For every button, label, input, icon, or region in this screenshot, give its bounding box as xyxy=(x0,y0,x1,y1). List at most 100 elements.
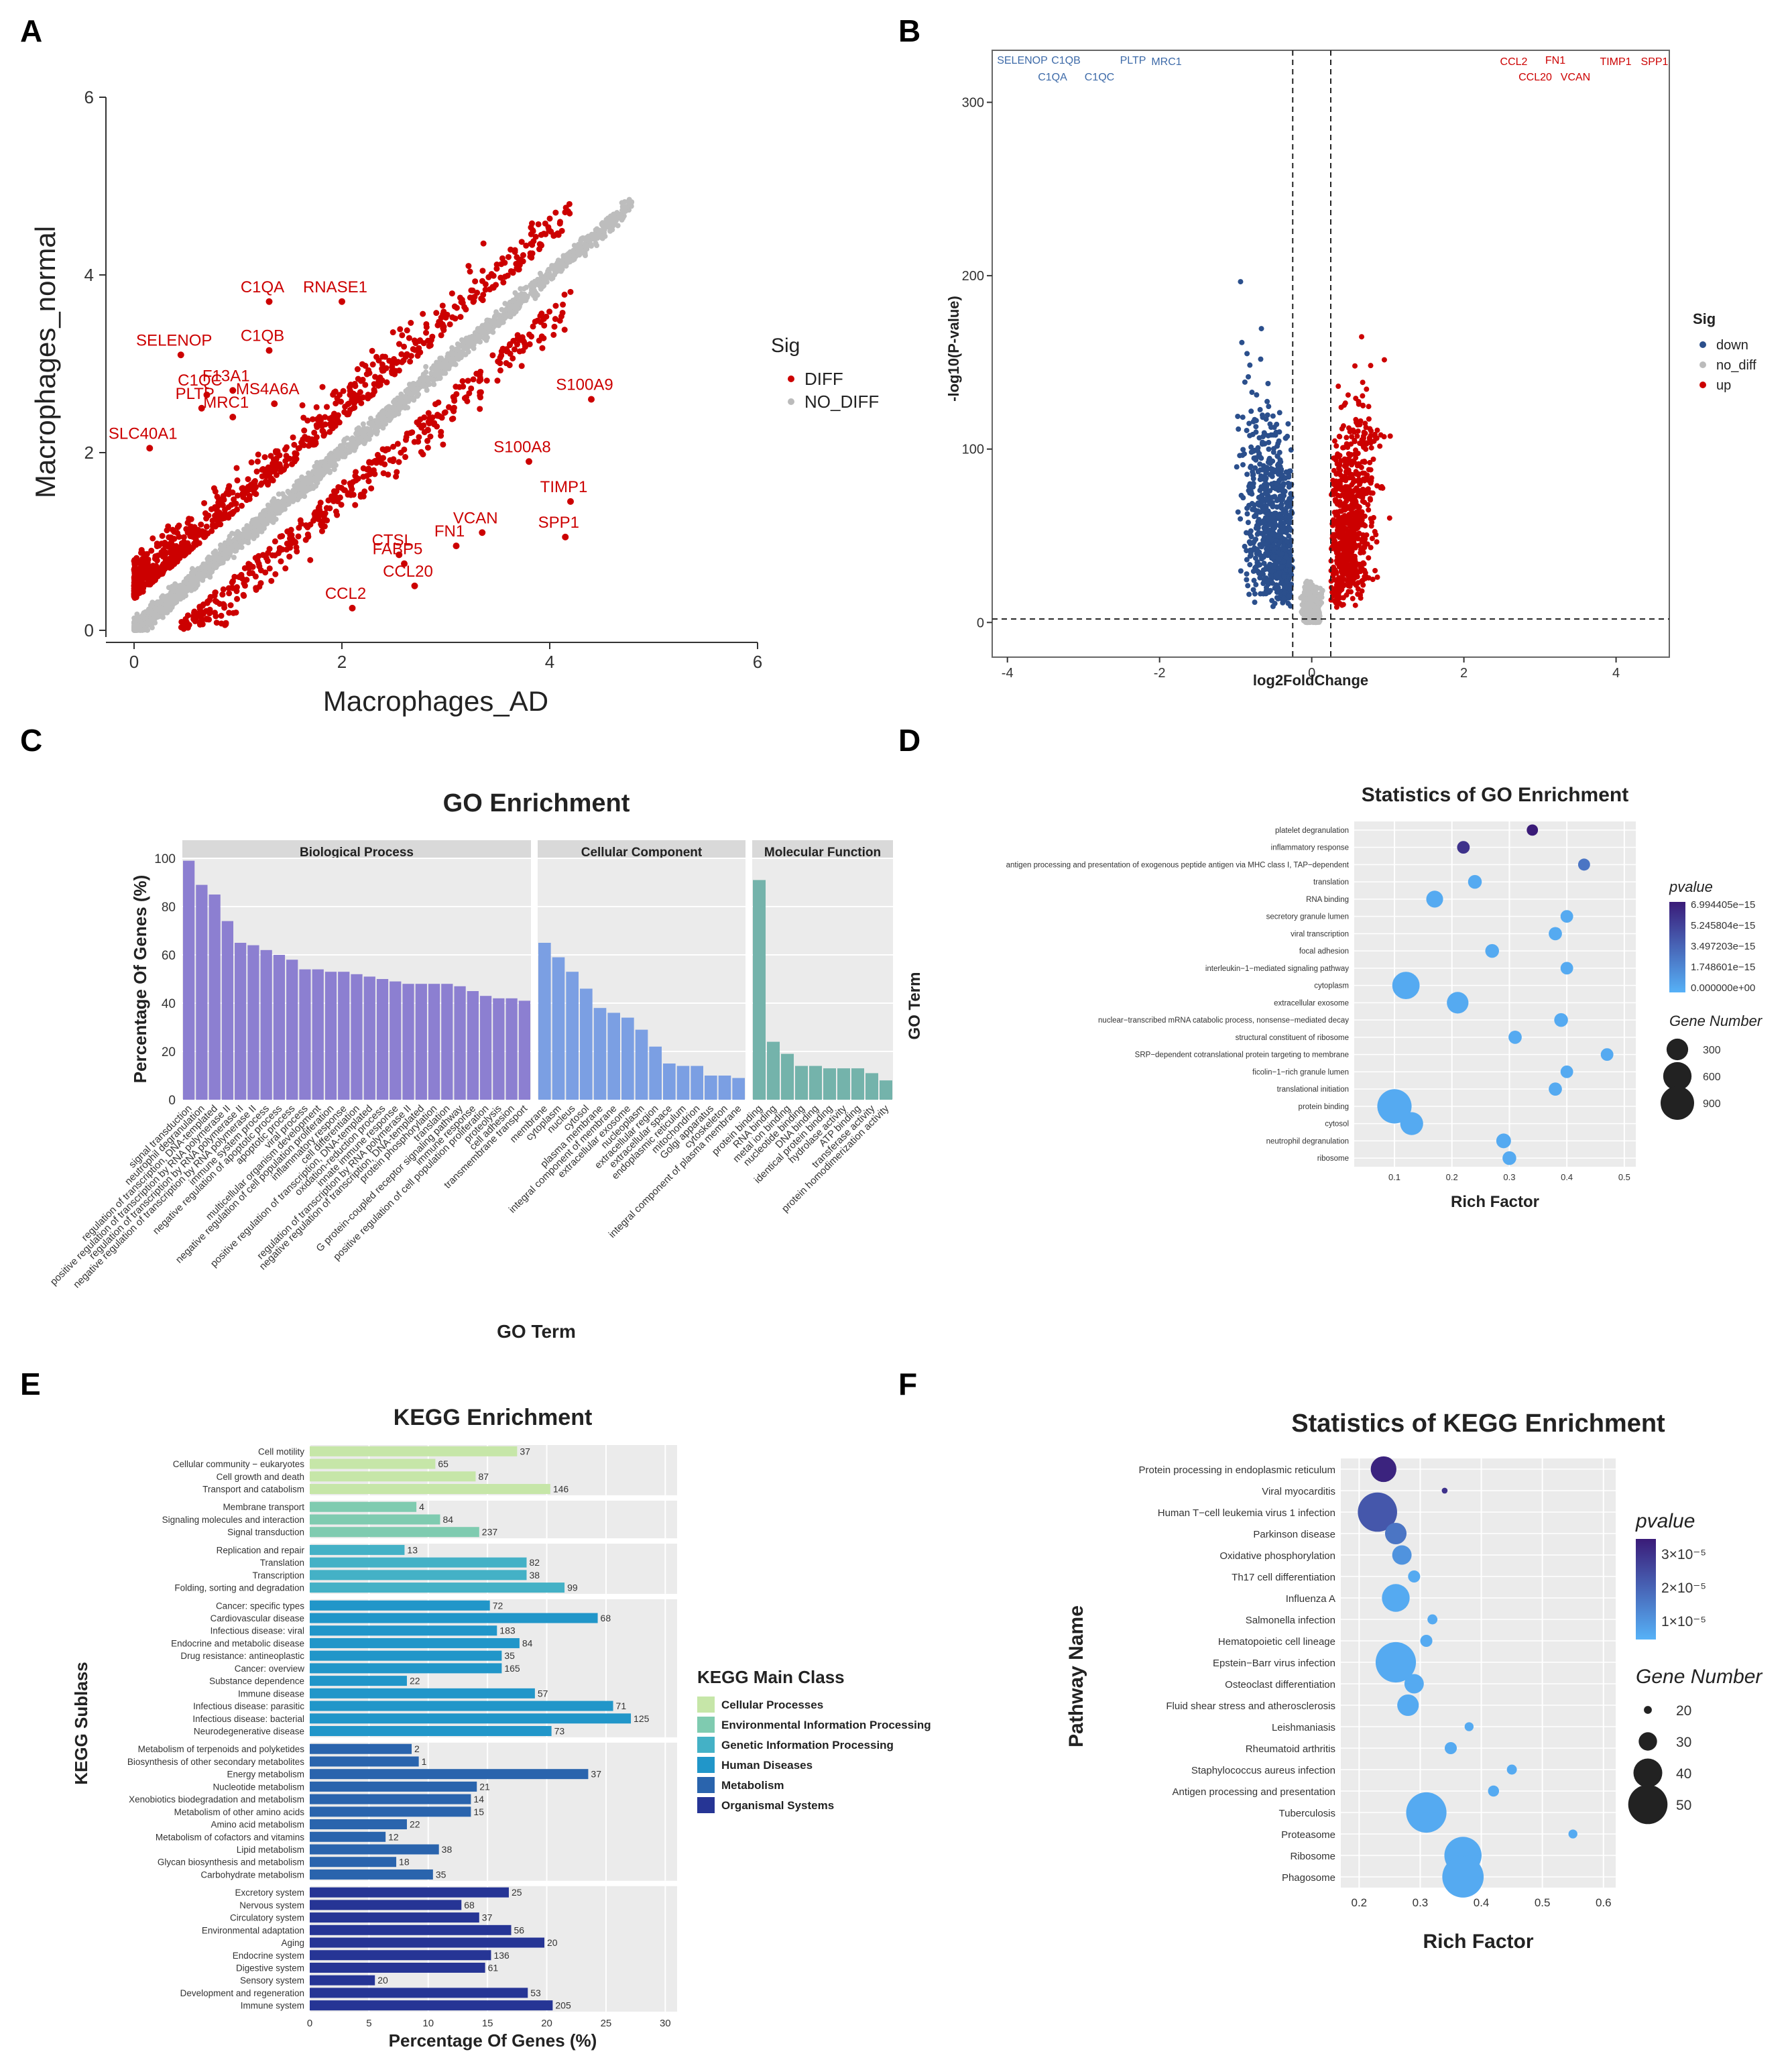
panelB-down-point xyxy=(1248,408,1254,414)
panelA-diff-point xyxy=(200,617,206,623)
panelA-diff-point xyxy=(316,415,322,421)
panelA-nodiff-point xyxy=(334,453,339,458)
panelB-down-point xyxy=(1260,440,1265,445)
panelA-diff-point xyxy=(390,329,396,335)
panelA-diff-point xyxy=(497,360,503,366)
panelA-nodiff-point xyxy=(396,411,401,416)
panelA-diff-point xyxy=(140,568,146,574)
panelA-nodiff-point xyxy=(380,425,385,430)
panelA-diff-point xyxy=(518,257,524,263)
panelB-down-point xyxy=(1265,412,1270,418)
panelA-diff-point xyxy=(265,558,271,564)
panelA-diff-point xyxy=(417,337,423,343)
panelA-nodiff-point xyxy=(276,492,282,497)
panelA-diff-point xyxy=(552,324,558,330)
panelA-diff-point xyxy=(191,534,197,540)
panelB-down-point xyxy=(1278,533,1283,538)
panelA-diff-point xyxy=(493,266,499,272)
panelA-diff-point xyxy=(479,268,485,274)
panelB-down-point xyxy=(1276,471,1281,477)
panelB-down-point xyxy=(1276,478,1282,483)
panelA-nodiff-point xyxy=(607,221,612,227)
panelB-down-point xyxy=(1270,413,1276,418)
panelB-down-point xyxy=(1283,436,1289,441)
panelB-down-point xyxy=(1263,471,1268,476)
panelA-gene-label: CCL2 xyxy=(325,585,366,603)
panelA-diff-point xyxy=(420,311,426,317)
panelB-down-point xyxy=(1238,279,1243,284)
panelB-xtick-label: 4 xyxy=(1612,666,1620,681)
panelA-diff-point xyxy=(301,428,307,434)
panelB-down-point xyxy=(1258,484,1264,490)
panelA-diff-point xyxy=(230,585,236,591)
panelA-nodiff-point xyxy=(205,559,211,564)
panelA-diff-point xyxy=(483,281,489,287)
panelA-diff-point xyxy=(294,549,300,555)
panelA-diff-point xyxy=(385,471,391,477)
panelA-nodiff-point xyxy=(261,518,267,523)
panelA-nodiff-point xyxy=(229,544,235,549)
panelA-diff-point xyxy=(150,535,156,541)
panelA-diff-point xyxy=(348,483,354,489)
panelA-diff-point xyxy=(254,469,260,475)
panelA-diff-point xyxy=(338,399,344,405)
panel-label-A: A xyxy=(20,13,42,48)
panelA-legend-title: Sig xyxy=(771,335,800,357)
panelA-diff-point xyxy=(368,485,374,492)
panelA-legend-item: NO_DIFF xyxy=(804,392,879,412)
panelA-diff-point xyxy=(552,210,558,216)
panelA-diff-point xyxy=(529,242,535,248)
panelB-down-point xyxy=(1269,481,1274,487)
panelA-nodiff-point xyxy=(253,529,258,534)
panelA-diff-point xyxy=(208,528,215,534)
panelA-diff-point xyxy=(381,461,387,467)
panelA-diff-point xyxy=(500,280,506,286)
panelB-down-point xyxy=(1242,380,1248,385)
panelA-nodiff-point xyxy=(581,250,586,255)
panelB-down-point xyxy=(1280,526,1286,531)
panelA-nodiff-point xyxy=(467,335,473,341)
panelB-down-point xyxy=(1281,510,1287,516)
panelB-xtick-label: 2 xyxy=(1460,666,1468,681)
panelB-down-point xyxy=(1270,500,1275,506)
panelB-down-point xyxy=(1284,500,1289,506)
panelA-nodiff-point xyxy=(249,533,255,538)
panelA-diff-point xyxy=(467,269,473,275)
panelA-diff-point xyxy=(217,501,223,507)
panelA-diff-point xyxy=(208,594,214,600)
panelB-down-point xyxy=(1260,414,1265,420)
panelA-diff-point xyxy=(241,592,247,598)
panelA-diff-point xyxy=(484,378,490,384)
panelA-diff-point xyxy=(322,414,328,420)
panelB-down-point xyxy=(1276,429,1282,435)
panelB-down-point xyxy=(1236,426,1241,432)
panelA-diff-point xyxy=(515,335,521,341)
panelA-diff-point xyxy=(253,585,259,591)
panelB-down-point xyxy=(1256,500,1261,506)
panelA-diff-point xyxy=(566,211,573,217)
panelA-nodiff-point xyxy=(296,482,302,487)
panelA-nodiff-point xyxy=(571,249,577,255)
panelA-nodiff-point xyxy=(149,610,154,616)
panelA-diff-point xyxy=(318,500,324,506)
panelB-down-point xyxy=(1250,472,1256,477)
panelA-diff-point xyxy=(409,429,415,435)
panelA-nodiff-point xyxy=(462,345,467,350)
panelA-nodiff-point xyxy=(416,386,421,392)
panelA-nodiff-point xyxy=(510,298,516,303)
panelB-down-point xyxy=(1248,489,1254,494)
panelA-diff-point xyxy=(391,371,397,377)
panelA-diff-point xyxy=(249,459,255,465)
panelA-diff-point xyxy=(558,313,564,319)
panelA-diff-point xyxy=(459,378,465,384)
panelB-down-point xyxy=(1281,596,1287,601)
panelA-diff-point xyxy=(351,404,357,410)
panelA-nodiff-point xyxy=(223,540,228,546)
panelA-diff-point xyxy=(521,339,527,345)
panelA-diff-point xyxy=(192,524,198,530)
panelB-down-point xyxy=(1278,459,1283,465)
panelB-xtick-label: -2 xyxy=(1154,666,1166,681)
panelA-diff-point xyxy=(320,384,326,390)
panelB-down-point xyxy=(1257,461,1262,467)
panelA-diff-point xyxy=(453,384,459,390)
